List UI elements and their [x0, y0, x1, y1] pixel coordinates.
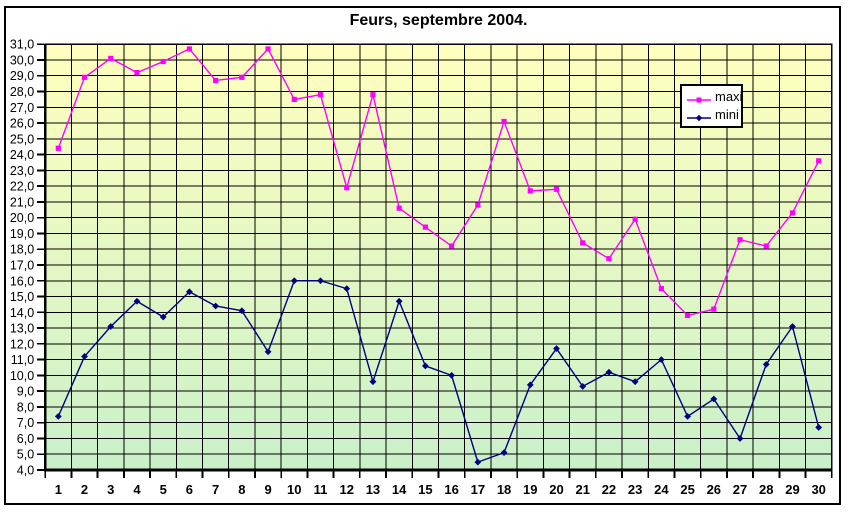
- svg-text:17: 17: [471, 482, 485, 497]
- legend-item-maxi: maxi: [686, 89, 743, 105]
- svg-text:20: 20: [549, 482, 563, 497]
- svg-text:27,0: 27,0: [10, 101, 34, 115]
- svg-text:18,0: 18,0: [10, 243, 34, 257]
- svg-text:1: 1: [55, 482, 62, 497]
- svg-text:9: 9: [264, 482, 271, 497]
- svg-text:14: 14: [392, 482, 407, 497]
- svg-text:13: 13: [366, 482, 380, 497]
- svg-text:13,0: 13,0: [10, 322, 34, 336]
- svg-text:9,0: 9,0: [17, 385, 34, 399]
- tick-marks: [37, 43, 833, 478]
- svg-text:14,0: 14,0: [10, 306, 34, 320]
- maxi-series-marker-icon: [686, 92, 712, 103]
- svg-text:22: 22: [602, 482, 616, 497]
- svg-text:19,0: 19,0: [10, 227, 34, 241]
- series-mini-line: [57, 280, 820, 463]
- svg-text:12: 12: [339, 482, 353, 497]
- svg-text:29,0: 29,0: [10, 69, 34, 83]
- mini-series-marker-icon: [686, 110, 712, 122]
- chart-title: Feurs, septembre 2004.: [349, 12, 528, 29]
- svg-text:19: 19: [523, 482, 537, 497]
- svg-text:27: 27: [733, 482, 747, 497]
- legend: maxi mini: [680, 84, 743, 128]
- x-tick-labels: 1 2 3 4 5 6 7 8 9 10 11 12 13 14 15 16 17 18 19 20 21 22 23 24 2…: [55, 482, 826, 497]
- series-mini: [54, 277, 823, 466]
- svg-text:15: 15: [418, 482, 432, 497]
- svg-text:11: 11: [314, 482, 328, 497]
- svg-text:20,0: 20,0: [10, 211, 34, 225]
- svg-text:12,0: 12,0: [10, 337, 34, 351]
- svg-text:4,0: 4,0: [17, 464, 34, 478]
- gridlines: [45, 44, 832, 470]
- svg-text:16: 16: [444, 482, 458, 497]
- svg-text:5: 5: [160, 482, 167, 497]
- svg-text:15,0: 15,0: [10, 290, 34, 304]
- svg-text:10: 10: [287, 482, 301, 497]
- svg-text:10,0: 10,0: [10, 369, 34, 383]
- svg-text:25: 25: [680, 482, 694, 497]
- series-maxi-line: [57, 48, 820, 317]
- svg-text:6,0: 6,0: [17, 432, 34, 446]
- svg-text:29: 29: [785, 482, 799, 497]
- svg-text:7,0: 7,0: [17, 416, 34, 430]
- series-maxi: [55, 46, 822, 319]
- svg-text:23: 23: [628, 482, 642, 497]
- svg-text:7: 7: [212, 482, 219, 497]
- svg-text:21: 21: [575, 482, 589, 497]
- svg-text:24,0: 24,0: [10, 148, 34, 162]
- svg-text:8: 8: [238, 482, 245, 497]
- legend-label-maxi: maxi: [715, 89, 743, 104]
- svg-text:25,0: 25,0: [10, 132, 34, 146]
- svg-text:28,0: 28,0: [10, 85, 34, 99]
- svg-text:11,0: 11,0: [11, 353, 34, 367]
- svg-text:2: 2: [81, 482, 88, 497]
- svg-text:3: 3: [107, 482, 114, 497]
- svg-text:4: 4: [133, 482, 141, 497]
- svg-text:26,0: 26,0: [10, 117, 34, 131]
- axes: [44, 43, 833, 472]
- svg-text:16,0: 16,0: [10, 274, 34, 288]
- svg-text:18: 18: [497, 482, 511, 497]
- svg-text:24: 24: [654, 482, 669, 497]
- svg-text:17,0: 17,0: [10, 258, 34, 272]
- svg-text:26: 26: [707, 482, 721, 497]
- svg-text:22,0: 22,0: [10, 180, 34, 194]
- y-tick-labels: 31,030,0 29,0 28,0 27,0 26,025,0 24,0 23,0 22,0…: [10, 38, 34, 478]
- svg-text:28: 28: [759, 482, 773, 497]
- svg-text:5,0: 5,0: [17, 448, 34, 462]
- svg-text:23,0: 23,0: [10, 164, 34, 178]
- legend-label-mini: mini: [715, 107, 739, 122]
- svg-text:31,0: 31,0: [10, 38, 34, 52]
- svg-text:8,0: 8,0: [17, 400, 34, 414]
- svg-text:6: 6: [186, 482, 193, 497]
- svg-text:21,0: 21,0: [10, 195, 34, 209]
- svg-text:30: 30: [811, 482, 825, 497]
- legend-item-mini: mini: [686, 107, 741, 123]
- svg-text:30,0: 30,0: [10, 53, 34, 67]
